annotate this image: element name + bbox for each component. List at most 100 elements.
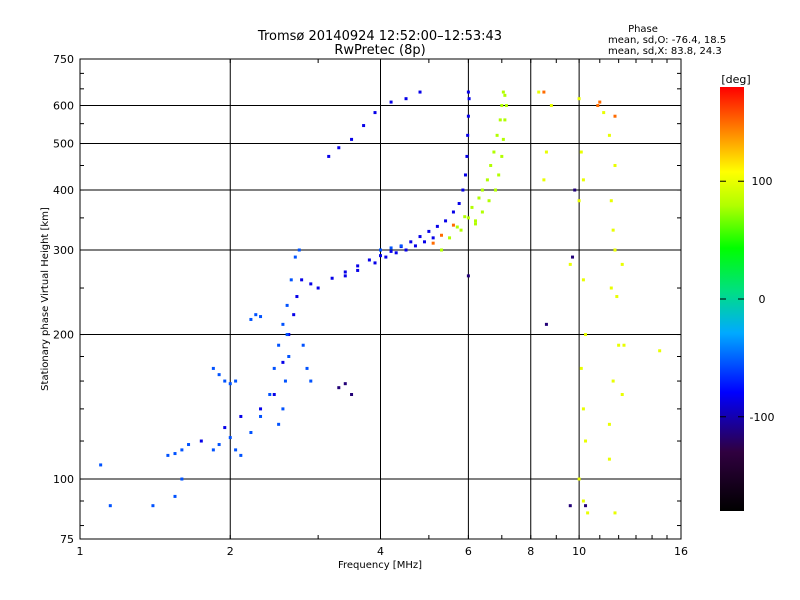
y-tick-label: 500 — [53, 138, 74, 151]
data-point — [584, 333, 588, 337]
data-point — [577, 199, 581, 203]
x-tick-label: 6 — [465, 545, 472, 558]
data-point — [602, 111, 606, 115]
data-point — [418, 235, 422, 239]
data-point — [316, 286, 320, 290]
x-tick-label: 10 — [572, 545, 586, 558]
data-point — [504, 104, 508, 108]
data-point — [611, 379, 615, 383]
colorbar-tick-label: -100 — [750, 411, 775, 424]
data-point — [223, 426, 227, 430]
data-point — [343, 274, 347, 278]
data-point — [330, 276, 334, 280]
data-point — [108, 504, 112, 508]
data-point — [283, 379, 287, 383]
data-point — [615, 295, 619, 299]
data-point — [259, 407, 263, 411]
data-point — [211, 448, 215, 452]
data-point — [211, 366, 215, 370]
data-point — [489, 163, 493, 167]
data-point — [249, 317, 253, 321]
data-point — [362, 124, 366, 128]
colorbar-tick-label: 100 — [752, 175, 773, 188]
data-point — [573, 188, 577, 192]
data-point — [173, 452, 177, 456]
data-point — [254, 313, 258, 317]
colorbar-tick-label: 0 — [759, 293, 766, 306]
data-point — [609, 199, 613, 203]
data-point — [473, 222, 477, 226]
data-point — [581, 499, 585, 503]
data-point — [223, 379, 227, 383]
data-point — [467, 97, 471, 101]
y-tick-label: 100 — [53, 473, 74, 486]
y-tick-label: 750 — [53, 53, 74, 66]
data-point — [277, 343, 281, 347]
data-point — [379, 254, 382, 258]
data-point — [272, 393, 276, 397]
data-point — [451, 210, 455, 214]
data-point — [379, 248, 382, 252]
data-point — [457, 201, 461, 205]
data-point — [537, 90, 541, 94]
data-point — [389, 249, 393, 253]
data-point — [289, 278, 293, 282]
data-point — [455, 225, 459, 229]
data-point — [620, 262, 624, 266]
colorbar-label: [deg] — [721, 73, 750, 86]
data-point — [268, 393, 272, 397]
data-point — [571, 255, 575, 259]
data-point — [350, 137, 354, 141]
data-point — [180, 477, 184, 481]
data-point — [498, 118, 502, 122]
data-point — [343, 270, 347, 274]
data-point — [281, 360, 285, 364]
data-point — [259, 315, 263, 319]
data-point — [470, 205, 474, 209]
y-tick-label: 75 — [60, 533, 74, 546]
data-point — [413, 244, 417, 248]
data-point — [431, 241, 435, 245]
data-point — [440, 248, 444, 252]
data-point — [431, 236, 435, 240]
data-point — [394, 251, 398, 255]
x-tick-label: 8 — [527, 545, 534, 558]
data-point — [480, 188, 484, 192]
data-point — [228, 382, 232, 386]
data-point — [586, 511, 590, 515]
data-point — [277, 422, 281, 426]
data-point — [337, 386, 341, 390]
data-point — [613, 511, 617, 515]
data-point — [584, 504, 588, 508]
data-point — [239, 453, 243, 457]
data-point — [579, 366, 583, 370]
data-point — [487, 199, 491, 203]
data-point — [581, 407, 585, 411]
data-point — [166, 453, 170, 457]
chart-subtitle: RwPretec (8p) — [334, 43, 425, 58]
data-point — [440, 233, 444, 237]
data-point — [301, 343, 305, 347]
data-point — [373, 261, 377, 265]
data-point — [613, 248, 617, 252]
data-point — [327, 154, 331, 158]
data-point — [503, 118, 507, 122]
x-axis-label: Frequency [MHz] — [338, 560, 422, 571]
data-point — [234, 448, 238, 452]
data-point — [293, 255, 297, 259]
stats-line-o: mean, sd,O: -76.4, 18.5 — [608, 35, 726, 46]
data-point — [337, 146, 341, 150]
y-tick-label: 400 — [53, 184, 74, 197]
data-point — [217, 443, 221, 447]
x-axis-ticks: 1 2 4 6 8 10 16 — [77, 59, 688, 558]
data-point — [422, 240, 426, 244]
data-point — [292, 313, 296, 317]
data-point — [389, 100, 393, 104]
data-point — [549, 104, 553, 108]
data-point — [435, 224, 439, 228]
chart-title: Tromsø 20140924 12:52:00–12:53:43 — [257, 29, 502, 44]
data-point — [579, 150, 583, 154]
data-point — [485, 178, 489, 182]
data-point — [281, 407, 285, 411]
data-point — [448, 236, 452, 240]
